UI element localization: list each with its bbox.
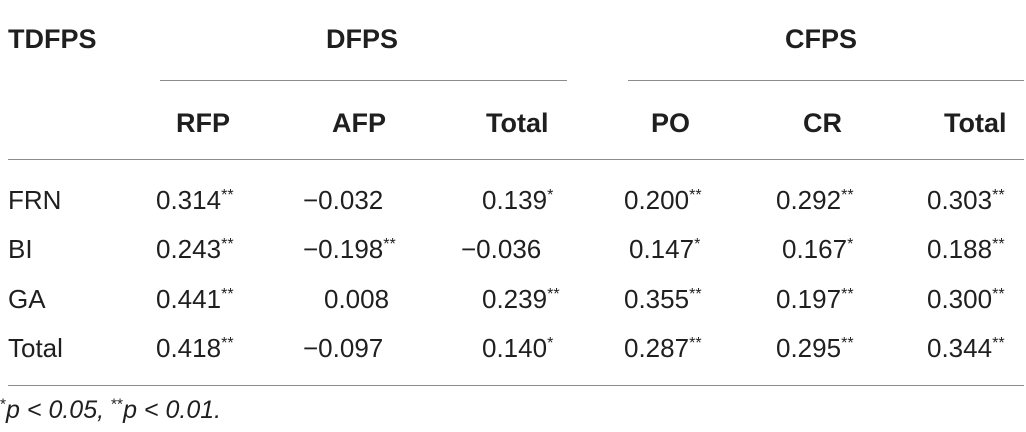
column-header-po: PO (651, 108, 691, 138)
table-cell: 0.300** (927, 284, 1005, 314)
group-header-dfps: DFPS (326, 24, 399, 54)
table-cell: −0.032 (303, 185, 384, 215)
table-cell: 0.355** (624, 284, 702, 314)
table-footnote: *p < 0.05, **p < 0.01. (0, 396, 222, 424)
column-header-dfps-total: Total (486, 108, 549, 138)
column-header-rfp: RFP (176, 108, 230, 138)
table-cell: 0.167* (782, 234, 854, 264)
row-label-bi: BI (8, 234, 33, 264)
table-cell: 0.303** (927, 185, 1005, 215)
table-cell: −0.036 (461, 234, 542, 264)
footnote-mark-double: ** (111, 396, 124, 414)
table-cell: 0.314** (156, 185, 234, 215)
table-cell: 0.239** (482, 284, 560, 314)
table-cell: 0.147* (629, 234, 701, 264)
group-rule-cfps (628, 80, 1024, 81)
table-cell: 0.243** (156, 234, 234, 264)
table-cell: 0.200** (624, 185, 702, 215)
table-cell: 0.292** (776, 185, 854, 215)
table-cell: 0.188** (927, 234, 1005, 264)
table-cell: 0.140* (482, 333, 554, 363)
table-cell: −0.198** (303, 234, 396, 264)
column-header-cr: CR (803, 108, 842, 138)
column-header-cfps-total: Total (944, 108, 1007, 138)
header-rule (8, 159, 1024, 160)
column-header-afp: AFP (332, 108, 386, 138)
footnote-mark-single: * (0, 396, 7, 414)
table-cell: 0.418** (156, 333, 234, 363)
table-cell: 0.295** (776, 333, 854, 363)
table-bottom-rule (8, 385, 1024, 386)
table-cell: 0.008 (324, 284, 390, 314)
table-cell: 0.441** (156, 284, 234, 314)
table-cell: −0.097 (303, 333, 384, 363)
row-label-total: Total (8, 333, 63, 363)
table-cell: 0.139* (482, 185, 554, 215)
group-rule-dfps (160, 80, 567, 81)
table-cell: 0.287** (624, 333, 702, 363)
row-header-label: TDFPS (8, 24, 97, 54)
group-header-cfps: CFPS (785, 24, 858, 54)
row-label-frn: FRN (8, 185, 62, 215)
row-label-ga: GA (8, 284, 46, 314)
table-cell: 0.197** (776, 284, 854, 314)
table-cell: 0.344** (927, 333, 1005, 363)
